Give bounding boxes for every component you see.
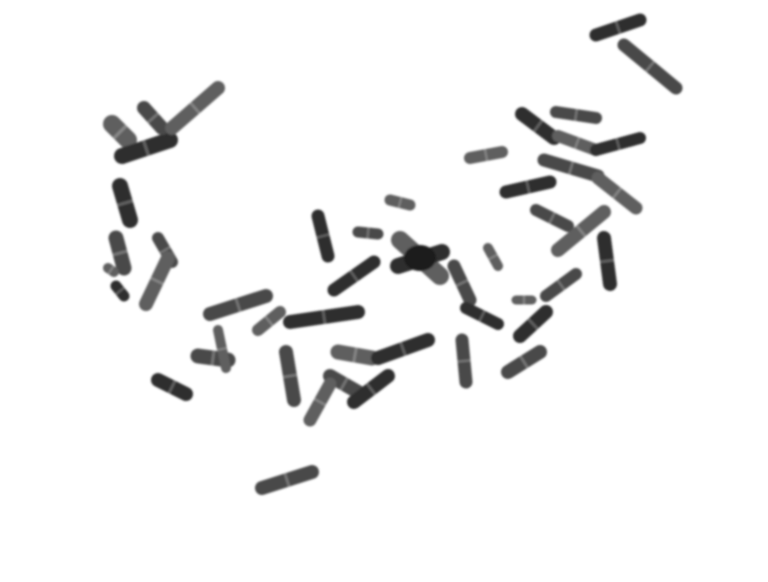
chromosome-band xyxy=(455,279,469,287)
chromosome-band xyxy=(568,161,574,175)
chromosome-band xyxy=(112,124,128,140)
chromosome-band xyxy=(457,359,471,363)
chromosome-band xyxy=(321,309,327,325)
chromosome-band xyxy=(397,196,403,209)
chromosome-band xyxy=(556,279,566,291)
chromosome-band xyxy=(575,224,587,238)
chromosome-band xyxy=(167,380,177,394)
chromosome-band xyxy=(316,233,330,239)
chromosome-band xyxy=(339,377,349,391)
chromosome-band xyxy=(366,227,370,239)
chromosome-band xyxy=(150,276,164,286)
chromosome-band xyxy=(107,265,115,275)
chromosome-band xyxy=(142,139,150,157)
chromosome-band xyxy=(112,249,128,257)
chromosome-band xyxy=(614,20,622,35)
chromosome-band xyxy=(599,258,615,264)
chromosome-band xyxy=(189,101,201,115)
chromosome-band xyxy=(612,187,622,199)
chromosome-band xyxy=(488,253,498,261)
dense-chromatin-spot xyxy=(404,245,436,271)
chromosome-layer xyxy=(103,13,683,495)
chromosome-band xyxy=(574,108,578,122)
chromosome-band xyxy=(365,382,377,396)
chromosome-band xyxy=(283,472,291,488)
chromosome-band xyxy=(210,350,216,366)
chromosome-band xyxy=(615,137,621,151)
chromosome-band xyxy=(115,286,125,296)
chromosome-band xyxy=(313,397,327,407)
chromosome-band xyxy=(532,119,544,133)
chromosome-band xyxy=(146,112,160,124)
chromosome-band xyxy=(349,270,359,282)
chromosome-band xyxy=(483,148,489,162)
chromosome-band xyxy=(282,373,298,379)
chromosome-band xyxy=(527,318,539,330)
chromosome-band xyxy=(519,355,529,369)
chromosome-band xyxy=(644,60,656,73)
chromosome-band xyxy=(525,180,531,194)
chromosome-band xyxy=(234,297,242,313)
chromosome-band xyxy=(159,246,171,254)
chromosome-band xyxy=(573,136,581,150)
chromosome-band xyxy=(116,199,134,207)
chromosome-band xyxy=(264,315,274,327)
chromosome-band xyxy=(478,310,486,322)
chromosome-band xyxy=(352,347,358,363)
chromosome-band xyxy=(399,341,407,357)
chromosome-band xyxy=(216,346,228,352)
chromosome-band xyxy=(548,212,556,224)
